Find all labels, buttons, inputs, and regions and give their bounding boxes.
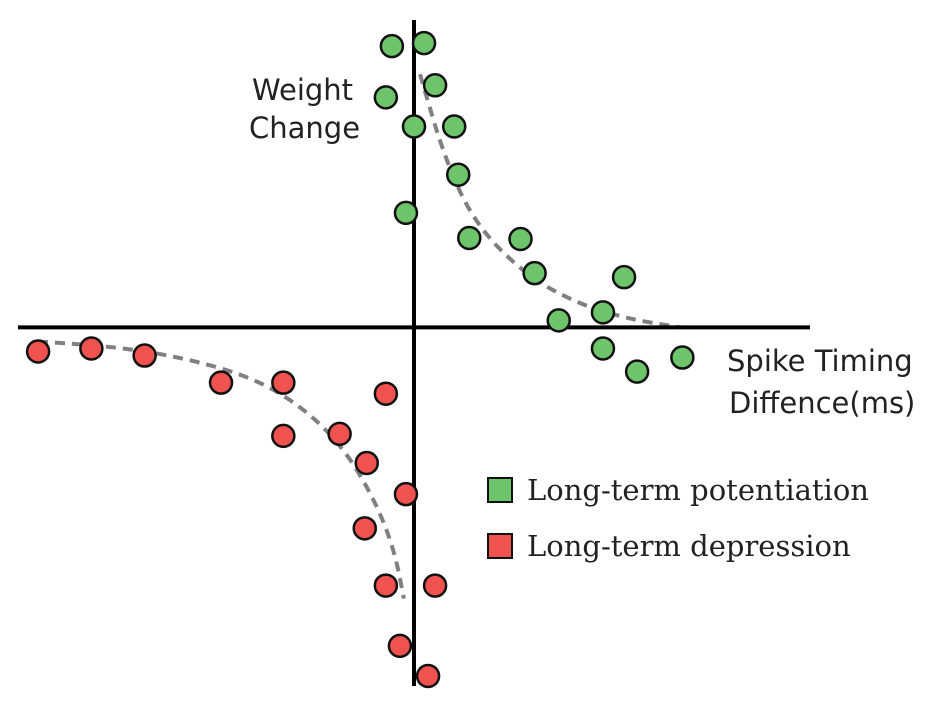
data-point-ltp-0 <box>379 33 405 59</box>
data-point-ltp-14 <box>590 336 616 361</box>
data-point-ltp-1 <box>411 30 437 56</box>
data-point-ltd-9 <box>393 481 419 507</box>
data-point-ltd-14 <box>415 663 441 689</box>
x-axis-label-line-2: Diffence(ms) <box>729 386 916 420</box>
legend-item-ltp: Long-term potentiation <box>487 473 869 507</box>
data-point-ltp-5 <box>441 114 467 139</box>
data-point-ltd-11 <box>373 573 399 598</box>
x-axis-label-line-1: Spike Timing <box>727 344 913 378</box>
fit-curve-ltp <box>418 73 681 330</box>
data-points <box>25 30 695 689</box>
data-point-ltd-13 <box>387 633 413 659</box>
data-point-ltd-5 <box>373 381 399 406</box>
data-point-ltp-10 <box>522 260 547 286</box>
data-point-ltp-4 <box>401 114 427 139</box>
data-point-ltp-6 <box>445 162 471 187</box>
data-point-ltp-2 <box>373 85 399 110</box>
data-point-ltd-8 <box>354 450 380 476</box>
data-point-ltd-2 <box>132 343 157 368</box>
legend-swatch-ltd <box>487 533 513 559</box>
data-point-ltp-3 <box>422 73 448 98</box>
legend-label-ltd: Long-term depression <box>527 529 851 563</box>
legend-swatch-ltp <box>487 477 513 503</box>
data-point-ltd-1 <box>79 336 104 361</box>
data-point-ltd-7 <box>327 421 352 447</box>
data-point-ltp-12 <box>546 308 571 333</box>
data-point-ltd-3 <box>208 370 234 395</box>
data-point-ltd-0 <box>25 339 51 364</box>
data-point-ltp-11 <box>611 264 637 290</box>
data-point-ltp-8 <box>457 225 482 251</box>
data-point-ltd-10 <box>352 516 378 541</box>
legend-label-ltp: Long-term potentiation <box>527 473 869 507</box>
data-point-ltd-4 <box>271 370 296 395</box>
y-axis-label-line-1: Weight <box>252 73 354 107</box>
data-point-ltp-9 <box>508 226 533 252</box>
data-point-ltd-12 <box>422 573 448 598</box>
data-point-ltp-7 <box>393 200 419 226</box>
data-point-ltp-13 <box>590 300 616 325</box>
data-point-ltp-15 <box>624 359 650 384</box>
data-point-ltp-16 <box>670 345 695 370</box>
legend-item-ltd: Long-term depression <box>487 529 851 563</box>
data-point-ltd-6 <box>271 423 296 449</box>
y-axis-label-line-2: Change <box>249 111 361 145</box>
